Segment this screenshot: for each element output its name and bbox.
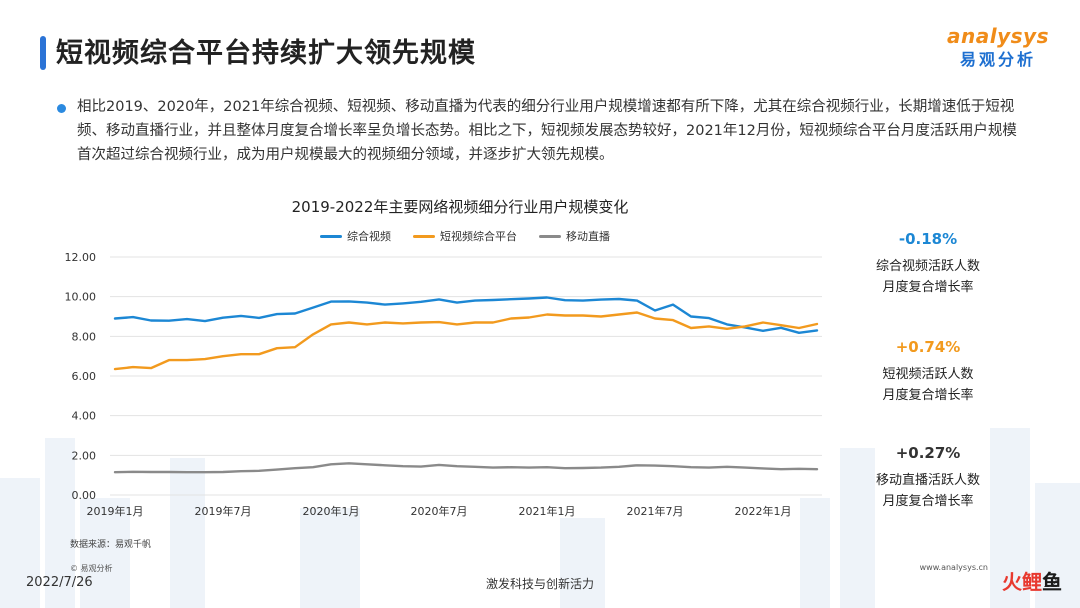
skyline-background: [0, 428, 1080, 608]
y-tick-label-2: 4.00: [72, 410, 97, 423]
logo-text-en: nalysys: [961, 24, 1049, 48]
y-tick-label-5: 10.00: [65, 291, 97, 304]
stat-label-2: 移动直播活跃人数 月度复合增长率: [853, 470, 1003, 512]
stat-label-2-line2: 月度复合增长率: [882, 494, 974, 509]
corner-logo-char-2: 鱼: [1042, 570, 1062, 594]
legend-item-series-1: 短视频综合平台: [413, 228, 517, 244]
bullet-dot: [57, 104, 66, 113]
x-tick-label-2: 2020年1月: [303, 504, 360, 518]
stat-label-1-line1: 短视频活跃人数: [882, 367, 974, 382]
x-tick-label-4: 2021年1月: [519, 504, 576, 518]
x-tick-label-3: 2020年7月: [411, 504, 468, 518]
stat-value-0: -0.18%: [898, 230, 958, 248]
y-tick-label-6: 12.00: [65, 251, 97, 264]
stat-label-0-line2: 月度复合增长率: [882, 280, 974, 295]
stat-block-2: +0.27% 移动直播活跃人数 月度复合增长率: [853, 444, 1003, 512]
stat-block-0: -0.18% 综合视频活跃人数 月度复合增长率: [853, 230, 1003, 298]
legend-swatch-series-2: [539, 234, 561, 238]
website-url: www.analysys.cn: [919, 563, 988, 572]
y-tick-label-4: 8.00: [72, 330, 97, 343]
y-tick-label-1: 2.00: [72, 449, 97, 462]
report-date: 2022/7/26: [26, 575, 93, 590]
legend-swatch-series-1: [413, 234, 435, 238]
stat-value-2: +0.27%: [895, 444, 961, 462]
y-tick-label-0: 0.00: [72, 489, 97, 502]
copyright: © 易观分析: [70, 564, 113, 573]
legend-label-series-0: 综合视频: [347, 230, 391, 243]
legend-swatch-series-0: [320, 234, 342, 238]
x-tick-label-0: 2019年1月: [87, 504, 144, 518]
stat-value-1: +0.74%: [895, 338, 961, 356]
legend-label-series-2: 移动直播: [566, 230, 610, 243]
title-accent-bar: [40, 36, 46, 70]
page-title: 短视频综合平台持续扩大领先规模: [56, 38, 476, 69]
series-line-1: [113, 311, 819, 371]
x-tick-label-6: 2022年1月: [735, 504, 792, 518]
analysys-logo: analysys 易观分析: [938, 24, 1058, 80]
page-number: 12: [1042, 576, 1058, 590]
corner-logo: 火鲤鱼: [1002, 566, 1062, 595]
data-source: 数据来源：易观千帆: [70, 540, 152, 550]
x-tick-label-5: 2021年7月: [627, 504, 684, 518]
stat-label-2-line1: 移动直播活跃人数: [875, 473, 980, 488]
corner-logo-char-1: 鲤: [1022, 570, 1042, 594]
series-line-2: [113, 462, 819, 474]
stat-label-0: 综合视频活跃人数 月度复合增长率: [853, 256, 1003, 298]
stat-label-1-line2: 月度复合增长率: [882, 388, 974, 403]
stat-block-1: +0.74% 短视频活跃人数 月度复合增长率: [853, 338, 1003, 406]
stat-label-0-line1: 综合视频活跃人数: [875, 259, 980, 274]
slogan: 激发科技与创新活力: [485, 577, 594, 591]
legend-item-series-2: 移动直播: [539, 228, 610, 244]
legend-label-series-1: 短视频综合平台: [440, 230, 517, 243]
x-tick-label-1: 2019年7月: [195, 504, 252, 518]
series-line-0: [113, 296, 819, 334]
chart-title: 2019-2022年主要网络视频细分行业用户规模变化: [291, 198, 629, 216]
logo-text-cn: 易观分析: [959, 50, 1036, 69]
chart-legend: 综合视频 短视频综合平台 移动直播: [320, 228, 610, 244]
bullet-text: 相比2019、2020年，2021年综合视频、短视频、移动直播为代表的细分行业用…: [77, 99, 1017, 163]
stat-label-1: 短视频活跃人数 月度复合增长率: [853, 364, 1003, 406]
legend-item-series-0: 综合视频: [320, 228, 391, 244]
y-tick-label-3: 6.00: [72, 370, 97, 383]
corner-logo-char-0: 火: [1002, 570, 1022, 594]
